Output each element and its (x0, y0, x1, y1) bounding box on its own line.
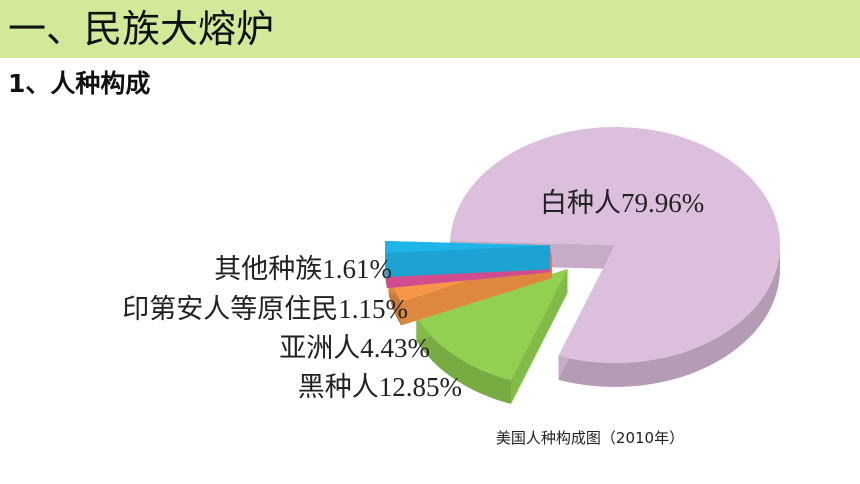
slice-label: 白种人79.96% (540, 188, 704, 218)
category-label: 亚洲人 (279, 333, 360, 363)
slice-side (416, 316, 511, 404)
value-label: 4.43% (360, 333, 430, 363)
category-label: 白种人 (540, 188, 621, 218)
category-label: 其他种族 (214, 254, 322, 284)
slice (450, 127, 780, 364)
slice-side (558, 245, 780, 387)
slice (385, 241, 551, 253)
slice-label: 黑种人12.85% (298, 372, 462, 402)
subtitle: 1、人种构成 (8, 69, 150, 98)
slice-label: 印第安人等原住民1.15% (122, 294, 408, 324)
pie-chart (385, 127, 780, 404)
category-label: 印第安人等原住民 (122, 294, 338, 324)
value-label: 79.96% (621, 188, 704, 218)
chart-caption: 美国人种构成图（2010年） (496, 429, 684, 447)
category-label: 黑种人 (298, 372, 379, 402)
header-bar (0, 0, 860, 58)
value-label: 12.85% (379, 372, 462, 402)
slice (416, 269, 568, 380)
slice-cut (510, 269, 568, 404)
slice-label: 亚洲人4.43% (279, 333, 430, 363)
value-label: 1.15% (338, 294, 408, 324)
value-label: 1.61% (322, 254, 392, 284)
header-title: 一、民族大熔炉 (8, 7, 274, 51)
slice-label: 其他种族1.61% (214, 254, 392, 284)
